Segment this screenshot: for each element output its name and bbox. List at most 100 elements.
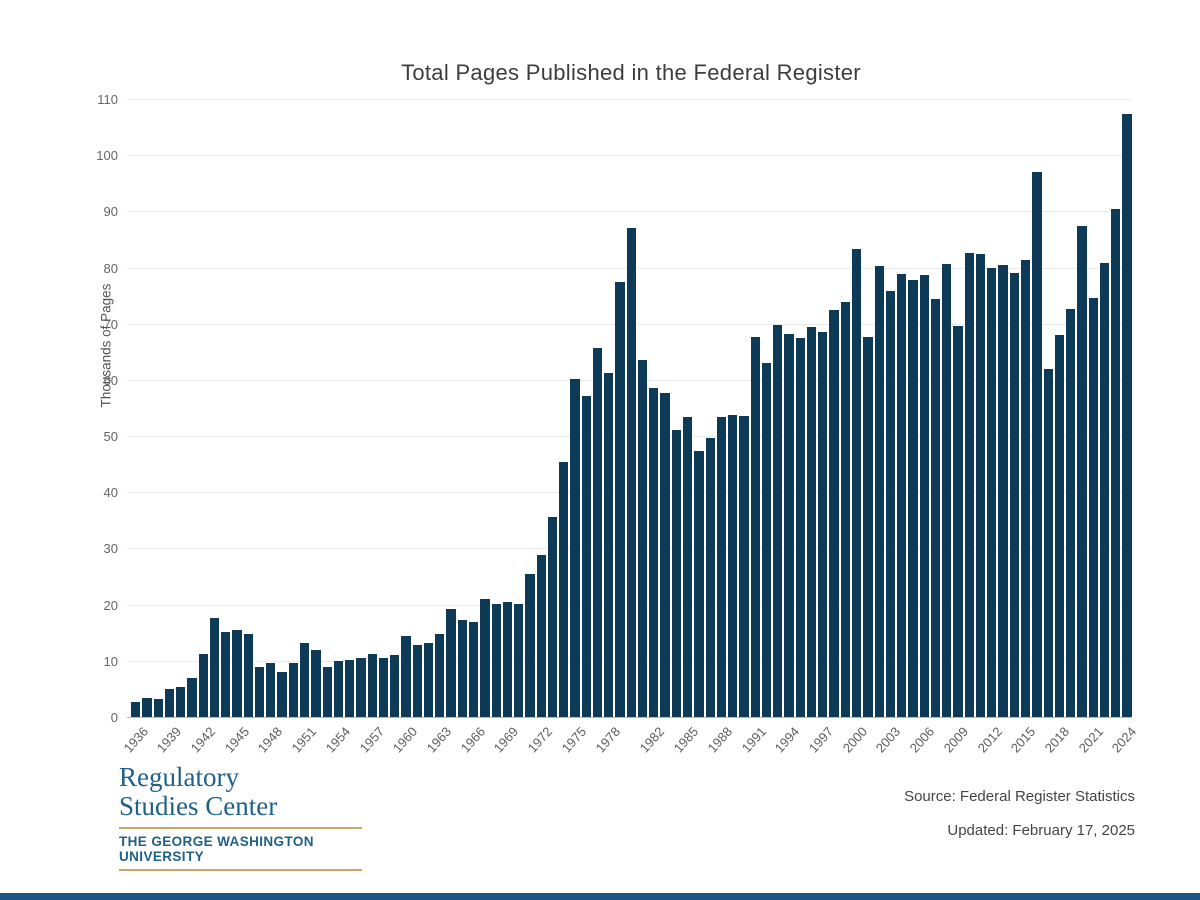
bar-1993 bbox=[773, 325, 783, 717]
logo-text-university: THE GEORGE WASHINGTON UNIVERSITY bbox=[119, 834, 314, 864]
bar-1946 bbox=[243, 634, 253, 717]
bar-1998 bbox=[829, 310, 839, 717]
bar-1996 bbox=[806, 327, 817, 717]
bar-1976 bbox=[581, 396, 591, 717]
bar-2004 bbox=[897, 274, 907, 717]
bar-2017 bbox=[1043, 368, 1053, 717]
bar-1950 bbox=[288, 663, 298, 717]
bar-2022 bbox=[1099, 263, 1110, 717]
bar-2019 bbox=[1066, 309, 1076, 717]
bar-2020 bbox=[1077, 226, 1087, 717]
logo-text-studies-center: Studies Center bbox=[119, 791, 278, 821]
bar-1949 bbox=[277, 672, 287, 717]
bar-1997 bbox=[818, 332, 828, 717]
bar-1940 bbox=[176, 687, 186, 717]
gridline-90 bbox=[127, 211, 1131, 213]
bar-1947 bbox=[254, 667, 265, 717]
bar-1944 bbox=[221, 631, 231, 717]
bar-2005 bbox=[908, 280, 918, 717]
bar-1954 bbox=[333, 661, 344, 717]
y-tick-label-80: 80 bbox=[103, 260, 118, 276]
bar-2006 bbox=[919, 274, 929, 717]
bar-1967 bbox=[480, 598, 490, 717]
logo-rule-bottom bbox=[119, 869, 362, 871]
bar-1956 bbox=[356, 657, 366, 717]
bar-1948 bbox=[266, 663, 276, 717]
bar-1987 bbox=[705, 438, 715, 717]
bar-2001 bbox=[863, 336, 873, 717]
bar-1977 bbox=[592, 348, 603, 717]
bar-1951 bbox=[299, 642, 310, 717]
bar-2010 bbox=[964, 253, 974, 717]
bar-1941 bbox=[187, 678, 197, 717]
bar-1991 bbox=[750, 336, 760, 717]
bar-1972 bbox=[536, 554, 546, 717]
bar-1938 bbox=[153, 699, 163, 717]
bar-1968 bbox=[491, 604, 501, 717]
logo-text-regulatory: Regulatory bbox=[119, 762, 239, 792]
y-axis-title: Thousands of Pages bbox=[98, 283, 114, 408]
bar-1961 bbox=[412, 645, 422, 717]
bar-1957 bbox=[367, 654, 377, 717]
gridline-110 bbox=[127, 99, 1131, 100]
bar-1975 bbox=[570, 378, 580, 717]
bar-1982 bbox=[649, 388, 659, 717]
bar-1959 bbox=[390, 654, 400, 717]
bar-1992 bbox=[761, 363, 772, 717]
bar-2008 bbox=[942, 263, 952, 717]
plot-area bbox=[127, 99, 1132, 718]
y-tick-label-110: 110 bbox=[97, 92, 118, 107]
bar-1939 bbox=[164, 688, 175, 717]
bar-1988 bbox=[716, 417, 727, 717]
bar-1945 bbox=[232, 629, 242, 717]
bar-1936 bbox=[131, 702, 141, 717]
bar-1990 bbox=[739, 415, 749, 717]
y-tick-label-30: 30 bbox=[103, 541, 118, 557]
bar-1963 bbox=[435, 633, 445, 717]
bar-1937 bbox=[142, 697, 152, 717]
bar-2000 bbox=[852, 249, 862, 717]
bar-2013 bbox=[998, 264, 1008, 717]
bar-1966 bbox=[468, 622, 479, 717]
bar-2024 bbox=[1122, 114, 1132, 717]
bar-1984 bbox=[671, 430, 682, 717]
bar-1971 bbox=[525, 574, 535, 717]
bar-1960 bbox=[401, 635, 411, 717]
bar-1958 bbox=[378, 657, 389, 717]
bar-1985 bbox=[683, 416, 693, 717]
bar-2015 bbox=[1020, 259, 1031, 717]
bar-2016 bbox=[1032, 171, 1042, 717]
bar-2012 bbox=[987, 268, 997, 717]
x-axis-line bbox=[127, 717, 1131, 718]
bar-1983 bbox=[660, 392, 670, 717]
chart-title: Total Pages Published in the Federal Reg… bbox=[401, 60, 861, 85]
bar-1942 bbox=[198, 654, 208, 717]
bar-1974 bbox=[559, 461, 569, 717]
bar-1965 bbox=[457, 620, 467, 717]
bar-1994 bbox=[784, 334, 794, 717]
y-tick-label-0: 0 bbox=[110, 710, 118, 725]
bar-1952 bbox=[311, 650, 321, 717]
bar-1962 bbox=[423, 642, 434, 717]
y-tick-label-100: 100 bbox=[96, 148, 118, 164]
y-tick-label-90: 90 bbox=[103, 204, 118, 220]
bar-2018 bbox=[1054, 334, 1065, 717]
y-tick-label-40: 40 bbox=[103, 485, 118, 501]
bar-1973 bbox=[547, 517, 558, 717]
gridline-100 bbox=[127, 155, 1131, 157]
bar-1999 bbox=[840, 301, 850, 717]
bar-1979 bbox=[615, 281, 625, 717]
y-tick-label-60: 60 bbox=[103, 372, 118, 388]
bar-2002 bbox=[874, 265, 884, 717]
bar-1964 bbox=[446, 608, 456, 717]
bar-series bbox=[131, 99, 1132, 717]
bar-1969 bbox=[502, 602, 513, 717]
bar-2009 bbox=[953, 325, 963, 717]
bar-1955 bbox=[345, 659, 355, 717]
bar-2014 bbox=[1009, 273, 1019, 717]
bar-1981 bbox=[637, 359, 648, 717]
attribution-block: Source: Federal Register Statistics Upda… bbox=[904, 788, 1135, 839]
y-tick-label-10: 10 bbox=[103, 653, 118, 669]
bar-2007 bbox=[930, 298, 941, 717]
bar-1986 bbox=[694, 450, 704, 717]
